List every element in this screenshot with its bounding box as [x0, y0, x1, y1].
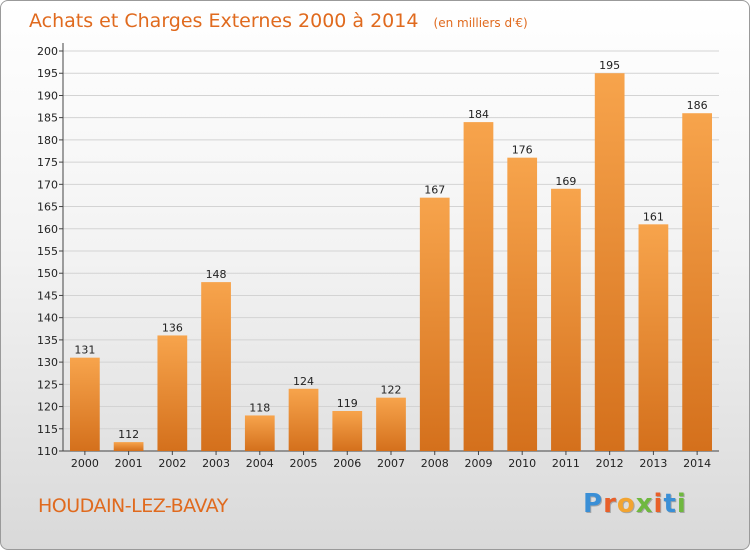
x-axis-ticks: 2000 2001 2002 2003 2004 2005 2006 2007 2008 2009… [71, 451, 711, 470]
y-tick-label: 175 [37, 156, 58, 169]
x-tick-label-2007: 2007 [377, 457, 405, 470]
value-label-2003: 148 [206, 268, 227, 281]
y-tick-label: 130 [37, 356, 58, 369]
bar-2008 [419, 197, 450, 451]
value-label-2007: 122 [381, 384, 402, 397]
x-tick-label-2008: 2008 [421, 457, 449, 470]
bar-2012 [594, 73, 625, 451]
y-tick-label: 155 [37, 245, 58, 258]
bar-2007 [376, 397, 406, 451]
x-tick-label-2006: 2006 [333, 457, 361, 470]
y-tick-label: 185 [37, 112, 58, 125]
x-tick-label-2001: 2001 [115, 457, 143, 470]
bar-2005 [288, 388, 319, 451]
chart-unit: (en milliers d'€) [434, 16, 528, 30]
value-label-2014: 186 [687, 99, 708, 112]
x-tick-label-2005: 2005 [290, 457, 318, 470]
value-label-2005: 124 [293, 375, 314, 388]
y-tick-label: 150 [37, 267, 58, 280]
x-tick-label-2011: 2011 [552, 457, 580, 470]
bar-2006 [332, 411, 363, 451]
y-tick-label: 120 [37, 401, 58, 414]
y-tick-label: 165 [37, 201, 58, 214]
value-label-2002: 136 [162, 321, 183, 334]
y-tick-label: 145 [37, 289, 58, 302]
bar-2011 [551, 188, 581, 451]
x-tick-label-2002: 2002 [158, 457, 186, 470]
value-label-2010: 176 [512, 144, 533, 157]
chart-title: Achats et Charges Externes 2000 à 2014 (… [29, 10, 528, 32]
value-label-2012: 195 [599, 59, 620, 72]
logo-letter: r [603, 489, 617, 519]
x-tick-label-2009: 2009 [464, 457, 492, 470]
logo-letter: t [663, 489, 677, 519]
y-axis-ticks: 110 115 120 125 130 135 140 145 150 155 160 165 170 1… [37, 45, 63, 458]
y-tick-label: 110 [37, 445, 58, 458]
value-label-2011: 169 [555, 175, 576, 188]
bar-2014 [682, 113, 713, 451]
bar-2002 [157, 335, 188, 451]
value-label-2008: 167 [424, 184, 445, 197]
x-tick-label-2003: 2003 [202, 457, 230, 470]
value-label-2000: 131 [74, 344, 95, 357]
y-tick-label: 170 [37, 178, 58, 191]
logo-letter: o [616, 489, 636, 519]
y-tick-label: 190 [37, 89, 58, 102]
y-tick-label: 160 [37, 223, 58, 236]
x-tick-label-2014: 2014 [683, 457, 711, 470]
bar-2001 [113, 442, 144, 451]
chart-title-text: Achats et Charges Externes 2000 à 2014 [29, 10, 418, 32]
y-tick-label: 140 [37, 312, 58, 325]
x-tick-label-2000: 2000 [71, 457, 99, 470]
bar-2003 [201, 282, 231, 451]
bar-2013 [638, 224, 669, 451]
city-name: HOUDAIN-LEZ-BAVAY [38, 495, 228, 517]
y-tick-label: 195 [37, 67, 58, 80]
y-tick-label: 125 [37, 378, 58, 391]
bars [69, 73, 713, 451]
value-label-2006: 119 [337, 397, 358, 410]
y-tick-label: 200 [37, 45, 58, 58]
value-label-2009: 184 [468, 108, 489, 121]
bar-2004 [244, 415, 275, 451]
bar-2010 [507, 157, 538, 451]
bar-2000 [69, 357, 100, 451]
x-tick-label-2010: 2010 [508, 457, 536, 470]
value-label-2001: 112 [118, 428, 139, 441]
logo-letter: i [653, 489, 664, 519]
value-labels: 131 112 136 148 118 124 119 122 167 184 176 169 195 1… [74, 59, 707, 441]
x-tick-label-2004: 2004 [246, 457, 274, 470]
bar-2009 [463, 122, 494, 451]
x-tick-label-2012: 2012 [596, 457, 624, 470]
x-tick-label-2013: 2013 [639, 457, 667, 470]
value-label-2013: 161 [643, 210, 664, 223]
logo-letter: i [676, 489, 687, 519]
y-tick-label: 135 [37, 334, 58, 347]
y-tick-label: 180 [37, 134, 58, 147]
logo-letter: x [635, 489, 654, 519]
y-tick-label: 115 [37, 423, 58, 436]
proxiti-logo[interactable]: Proxiti [583, 489, 687, 519]
logo-letter: P [583, 489, 604, 519]
value-label-2004: 118 [249, 401, 270, 414]
